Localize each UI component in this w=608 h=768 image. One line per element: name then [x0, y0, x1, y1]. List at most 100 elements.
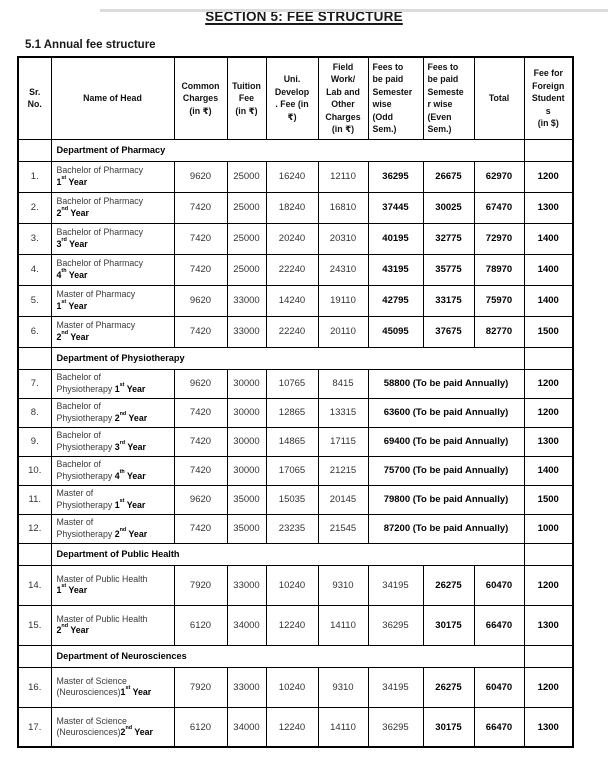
table-row: 3. Bachelor of Pharmacy 3rd Year 7420 25000 2…	[17, 222, 574, 255]
cell-field-work-charges: 9310	[317, 564, 369, 606]
cell-uni-develop-fee: 14240	[265, 284, 319, 317]
cell-field-work-charges: 8415	[317, 368, 369, 399]
cell-annual-fee: 69400 (To be paid Annually)	[367, 426, 525, 457]
department-row: Department of Neurosciences	[17, 644, 574, 668]
cell-course-name: Bachelor of Pharmacy 1st Year	[50, 160, 175, 193]
cell-tuition-fee: 33000	[226, 564, 267, 606]
cell-uni-develop-fee: 10240	[265, 666, 319, 708]
table-row: 17. Master of Science (Neurosciences)2nd Y…	[17, 706, 574, 748]
column-header-7: Fees to be paid Semester wise (Odd Sem.)	[367, 56, 424, 140]
cell-common-charges: 6120	[173, 604, 228, 646]
cell-foreign-fee: 1400	[523, 222, 574, 255]
cell-annual-fee: 58800 (To be paid Annually)	[367, 368, 525, 399]
cell-tuition-fee: 30000	[226, 426, 267, 457]
cell-srno: 17.	[17, 706, 52, 748]
column-header-1: Sr. No.	[17, 56, 52, 140]
cell-tuition-fee: 25000	[226, 253, 267, 286]
cell-field-work-charges: 14110	[317, 604, 369, 646]
cell-odd-sem-fee: 36295	[367, 604, 424, 646]
cell-total: 75970	[473, 284, 525, 317]
cell-foreign-fee: 1400	[523, 455, 574, 486]
column-header-5: Uni. Develop . Fee (in ₹)	[265, 56, 319, 140]
cell-field-work-charges: 16810	[317, 191, 369, 224]
cell-annual-fee: 75700 (To be paid Annually)	[367, 455, 525, 486]
cell-tuition-fee: 30000	[226, 397, 267, 428]
cell-course-name: Bachelor of Physiotherapy 3rd Year	[50, 426, 175, 457]
cell-course-name: Master of Physiotherapy 1st Year	[50, 484, 175, 515]
cell-tuition-fee: 34000	[226, 706, 267, 748]
cell-odd-sem-fee: 37445	[367, 191, 424, 224]
cell-common-charges: 9620	[173, 368, 228, 399]
cell-course-name: Bachelor of Physiotherapy 4th Year	[50, 455, 175, 486]
cell-total: 72970	[473, 222, 525, 255]
cell-foreign-fee: 1300	[523, 426, 574, 457]
cell-foreign-empty	[523, 138, 574, 162]
cell-total: 67470	[473, 191, 525, 224]
cell-common-charges: 7420	[173, 253, 228, 286]
table-row: 4. Bachelor of Pharmacy 4th Year 7420 25000 2…	[17, 253, 574, 286]
cell-foreign-fee: 1200	[523, 666, 574, 708]
cell-common-charges: 7920	[173, 666, 228, 708]
cell-course-name: Master of Public Health 1st Year	[50, 564, 175, 606]
cell-odd-sem-fee: 43195	[367, 253, 424, 286]
cell-field-work-charges: 20145	[317, 484, 369, 515]
cell-tuition-fee: 30000	[226, 455, 267, 486]
cell-odd-sem-fee: 34195	[367, 666, 424, 708]
cell-uni-develop-fee: 10240	[265, 564, 319, 606]
cell-total: 66470	[473, 604, 525, 646]
table-row: 15. Master of Public Health 2nd Year 6120 34…	[17, 604, 574, 646]
cell-even-sem-fee: 32775	[422, 222, 475, 255]
department-row: Department of Public Health	[17, 542, 574, 566]
cell-common-charges: 7420	[173, 191, 228, 224]
cell-srno: 3.	[17, 222, 52, 255]
cell-field-work-charges: 20310	[317, 222, 369, 255]
department-row: Department of Pharmacy	[17, 138, 574, 162]
cell-odd-sem-fee: 34195	[367, 564, 424, 606]
cell-foreign-fee: 1400	[523, 284, 574, 317]
cell-common-charges: 7420	[173, 315, 228, 348]
cell-even-sem-fee: 26275	[422, 666, 475, 708]
cell-uni-develop-fee: 16240	[265, 160, 319, 193]
department-label: Department of Pharmacy	[50, 138, 525, 162]
cell-course-name: Bachelor of Physiotherapy 1st Year	[50, 368, 175, 399]
cell-tuition-fee: 33000	[226, 666, 267, 708]
cell-even-sem-fee: 35775	[422, 253, 475, 286]
column-header-6: Field Work/ Lab and Other Charges (in ₹)	[317, 56, 369, 140]
cell-total: 78970	[473, 253, 525, 286]
table-row: 10. Bachelor of Physiotherapy 4th Year 7420…	[17, 455, 574, 486]
cell-course-name: Bachelor of Physiotherapy 2nd Year	[50, 397, 175, 428]
cell-srno: 6.	[17, 315, 52, 348]
cell-common-charges: 7920	[173, 564, 228, 606]
column-header-3: Common Charges (in ₹)	[173, 56, 228, 140]
cell-srno-empty	[17, 542, 52, 566]
cell-srno: 16.	[17, 666, 52, 708]
table-row: 5. Master of Pharmacy 1st Year 9620 33000 142…	[17, 284, 574, 317]
cell-foreign-fee: 1200	[523, 160, 574, 193]
column-header-8: Fees to be paid Semeste r wise (Even Sem…	[422, 56, 475, 140]
cell-uni-develop-fee: 12240	[265, 706, 319, 748]
table-row: 6. Master of Pharmacy 2nd Year 7420 33000 222…	[17, 315, 574, 348]
cell-field-work-charges: 13315	[317, 397, 369, 428]
cell-tuition-fee: 35000	[226, 484, 267, 515]
page-edge-artifact	[100, 9, 608, 12]
cell-field-work-charges: 20110	[317, 315, 369, 348]
table-row: 1. Bachelor of Pharmacy 1st Year 9620 25000 1…	[17, 160, 574, 193]
cell-field-work-charges: 17115	[317, 426, 369, 457]
cell-even-sem-fee: 26275	[422, 564, 475, 606]
cell-uni-develop-fee: 12240	[265, 604, 319, 646]
cell-uni-develop-fee: 20240	[265, 222, 319, 255]
cell-annual-fee: 79800 (To be paid Annually)	[367, 484, 525, 515]
cell-srno: 7.	[17, 368, 52, 399]
cell-common-charges: 7420	[173, 455, 228, 486]
cell-odd-sem-fee: 45095	[367, 315, 424, 348]
cell-odd-sem-fee: 36295	[367, 706, 424, 748]
cell-tuition-fee: 25000	[226, 191, 267, 224]
cell-field-work-charges: 19110	[317, 284, 369, 317]
cell-tuition-fee: 33000	[226, 315, 267, 348]
cell-srno: 1.	[17, 160, 52, 193]
table-row: 2. Bachelor of Pharmacy 2nd Year 7420 25000 1…	[17, 191, 574, 224]
cell-srno: 5.	[17, 284, 52, 317]
cell-field-work-charges: 21215	[317, 455, 369, 486]
cell-common-charges: 7420	[173, 222, 228, 255]
cell-course-name: Bachelor of Pharmacy 3rd Year	[50, 222, 175, 255]
